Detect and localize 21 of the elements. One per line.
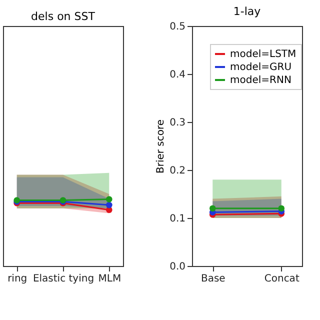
legend-label: model=LSTM [230,49,296,60]
y-tick-label: 0.0 [170,262,186,272]
point [106,196,112,202]
y-tick-label: 0.5 [170,22,186,32]
chart-title: dels on SST [31,10,96,23]
x-tick-label: MLM [98,274,122,284]
chart-title: 1-lay [233,5,262,18]
y-tick-label: 0.2 [170,166,186,176]
legend-label: model=RNN [230,75,292,86]
x-tick-label: Elastic tying [32,274,94,284]
x-tick-label: Base [200,274,226,284]
legend-label: model=GRU [230,62,292,73]
y-tick-label: 0.3 [170,118,186,128]
x-tick-label: ring [8,274,28,284]
x-tick-label: Concat [264,274,300,284]
y-tick-label: 0.1 [170,214,186,224]
y-axis-title: Brier score [156,119,167,174]
point [278,205,285,212]
y-tick-label: 0.4 [170,70,186,80]
point [209,205,216,212]
point [106,202,112,208]
